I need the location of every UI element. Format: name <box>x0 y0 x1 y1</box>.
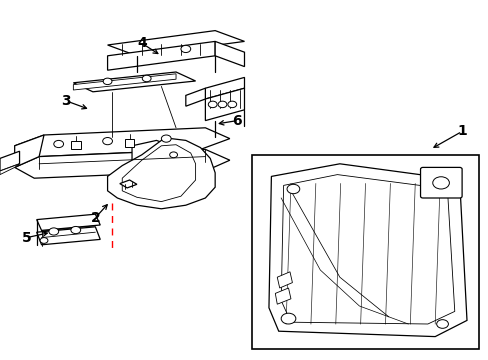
Polygon shape <box>107 139 215 209</box>
Polygon shape <box>15 128 229 157</box>
Polygon shape <box>0 151 20 171</box>
Polygon shape <box>185 88 205 106</box>
Bar <box>71 141 81 149</box>
Polygon shape <box>37 214 100 230</box>
Polygon shape <box>268 164 466 337</box>
Bar <box>251 155 478 349</box>
Circle shape <box>71 226 81 234</box>
Polygon shape <box>120 180 137 188</box>
Circle shape <box>436 320 447 328</box>
Circle shape <box>49 228 59 235</box>
FancyBboxPatch shape <box>420 167 461 198</box>
Polygon shape <box>215 41 244 67</box>
Polygon shape <box>281 175 454 324</box>
Circle shape <box>102 138 112 145</box>
Polygon shape <box>73 74 176 90</box>
Circle shape <box>40 238 48 243</box>
Circle shape <box>432 177 448 189</box>
Polygon shape <box>277 272 292 288</box>
Polygon shape <box>132 140 176 189</box>
Text: 5: 5 <box>22 231 32 244</box>
Circle shape <box>161 135 171 142</box>
Circle shape <box>142 75 151 82</box>
Circle shape <box>54 140 63 148</box>
Polygon shape <box>15 135 44 167</box>
Polygon shape <box>205 88 244 121</box>
Polygon shape <box>73 72 195 92</box>
Circle shape <box>181 45 190 53</box>
Circle shape <box>227 101 236 108</box>
Polygon shape <box>122 145 195 202</box>
Polygon shape <box>275 288 290 304</box>
Circle shape <box>281 313 295 324</box>
Circle shape <box>103 78 112 85</box>
Polygon shape <box>37 227 100 245</box>
Text: 1: 1 <box>456 125 466 138</box>
Circle shape <box>169 152 177 158</box>
Bar <box>124 139 134 147</box>
Polygon shape <box>205 77 244 99</box>
Polygon shape <box>0 164 20 175</box>
Text: 3: 3 <box>61 94 71 108</box>
Text: 6: 6 <box>232 114 242 127</box>
Circle shape <box>286 184 299 194</box>
Polygon shape <box>107 31 244 56</box>
Circle shape <box>218 101 226 108</box>
Polygon shape <box>15 149 229 178</box>
Text: 2: 2 <box>90 211 100 225</box>
Circle shape <box>208 101 217 108</box>
Polygon shape <box>107 41 215 70</box>
Text: 4: 4 <box>137 36 146 50</box>
